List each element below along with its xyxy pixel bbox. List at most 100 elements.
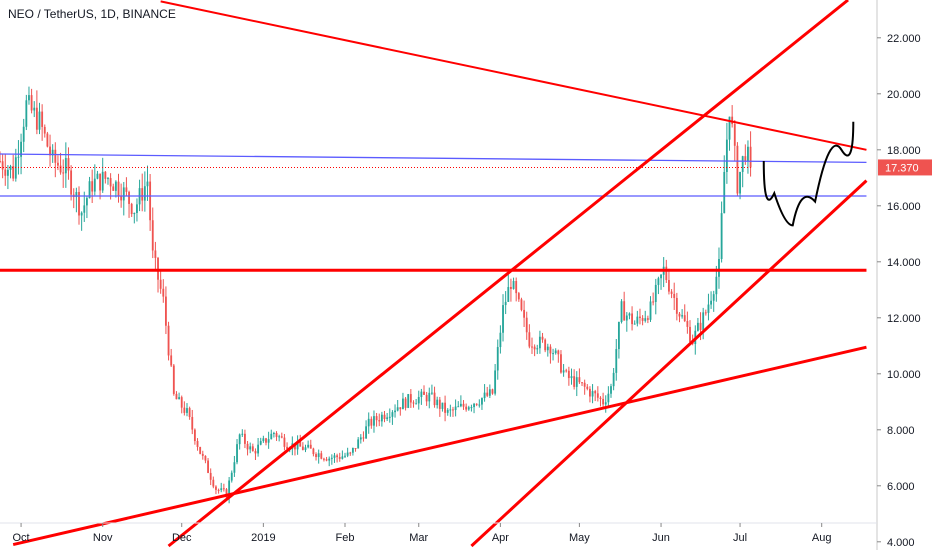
candle-body (394, 410, 396, 413)
candle-body (191, 416, 194, 430)
candle-body (481, 398, 483, 405)
candle-body (136, 204, 138, 213)
candle-body (475, 403, 478, 405)
candle-body (85, 198, 88, 206)
candle-body (415, 403, 418, 405)
candle-body (654, 284, 657, 302)
candle-body (596, 393, 599, 398)
candle-body (286, 446, 288, 450)
candle-body (504, 301, 507, 306)
candle-body (620, 301, 623, 322)
candle-body (507, 286, 510, 302)
candle-body (512, 280, 515, 289)
last-price-badge (878, 159, 932, 176)
candle-body (681, 315, 684, 317)
candle-body (502, 305, 504, 333)
candle-body (188, 408, 191, 417)
candle-body (80, 212, 83, 216)
candle-body (159, 279, 162, 289)
candle-body (583, 382, 586, 387)
candle-body (725, 139, 728, 172)
candle-body (449, 409, 452, 411)
candle-body (267, 439, 270, 443)
candle-body (652, 301, 655, 303)
candle-body (670, 291, 673, 294)
candle-body (272, 433, 275, 435)
candle-body (323, 458, 325, 460)
candle-body (699, 322, 702, 330)
y-tick-label: 22.000 (887, 33, 921, 45)
candle-body (275, 433, 278, 437)
symbol-title: NEO / TetherUS, 1D, BINANCE (8, 7, 176, 21)
candle-body (391, 412, 394, 417)
candle-body (325, 459, 328, 461)
candle-body (536, 348, 539, 350)
candle-body (262, 438, 265, 442)
candle-body (589, 388, 591, 397)
candles (0, 86, 752, 504)
candle-body (552, 353, 554, 355)
candle-body (33, 107, 36, 111)
candle-body (91, 181, 94, 192)
candle-body (254, 451, 257, 454)
candle-body (196, 441, 199, 447)
candle-body (6, 169, 9, 176)
candle-body (330, 457, 333, 459)
x-tick-label: Feb (336, 532, 355, 544)
candle-body (599, 397, 602, 399)
candle-body (473, 403, 475, 408)
candle-body (578, 377, 581, 383)
candle-body (175, 393, 178, 400)
candle-body (641, 318, 644, 321)
candle-body (133, 212, 136, 215)
x-tick-label: Aug (812, 532, 832, 544)
candle-body (446, 409, 449, 413)
candle-body (383, 414, 386, 420)
candle-body (249, 446, 252, 450)
x-tick-label: Apr (492, 532, 509, 544)
candle-body (639, 316, 641, 319)
candle-body (357, 439, 360, 449)
candle-body (749, 146, 752, 168)
y-tick-label: 6.000 (887, 481, 915, 493)
candle-body (241, 433, 244, 435)
candle-body (617, 321, 620, 350)
trend-line (470, 179, 868, 548)
candle-body (154, 250, 157, 258)
candle-body (723, 171, 726, 214)
candle-body (233, 462, 236, 473)
candle-body (531, 346, 533, 348)
candle-body (420, 391, 423, 397)
candle-body (604, 402, 607, 405)
candle-body (470, 407, 473, 409)
candle-body (668, 280, 670, 292)
candle-body (220, 488, 223, 491)
candle-body (478, 404, 481, 406)
candle-body (114, 181, 117, 191)
candle-body (70, 170, 73, 195)
candle-body (336, 455, 339, 458)
candle-body (112, 186, 115, 191)
candle-body (270, 433, 273, 440)
y-tick-label: 16.000 (887, 201, 921, 213)
candle-body (660, 274, 662, 279)
candle-body (17, 156, 20, 158)
candle-body (1, 161, 4, 170)
candle-body (591, 391, 594, 397)
candle-body (307, 444, 310, 448)
candle-body (407, 394, 410, 408)
candle-body (309, 444, 312, 449)
x-tick-label: Oct (13, 532, 30, 544)
candle-body (457, 406, 460, 408)
horizontal-line (0, 153, 867, 164)
candle-body (412, 402, 415, 404)
x-tick-label: Dec (172, 532, 192, 544)
trend-line (160, 0, 867, 151)
candle-body (101, 171, 104, 191)
candle-body (236, 444, 238, 463)
candle-body (554, 350, 557, 354)
candle-body (22, 126, 25, 142)
candle-body (296, 441, 299, 450)
